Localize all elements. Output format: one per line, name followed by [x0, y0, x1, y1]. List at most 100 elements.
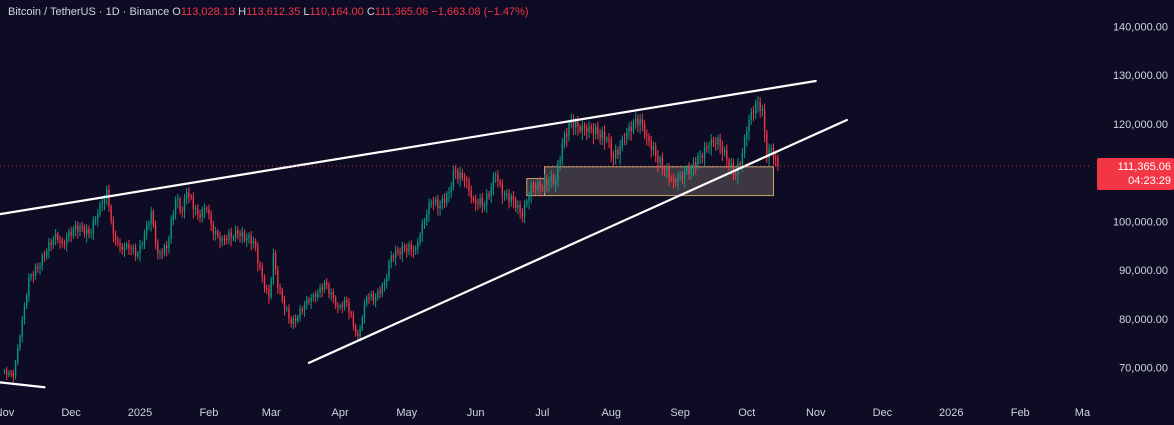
candle-body [501, 184, 504, 195]
candle-body [757, 101, 759, 103]
candle [406, 243, 408, 258]
time-tick-label: Dec [61, 407, 81, 419]
candle-body [334, 297, 337, 307]
candle [583, 121, 586, 136]
price-tick-label: 80,000.00 [1119, 314, 1168, 326]
candle [648, 133, 650, 147]
candle-body [715, 142, 717, 145]
candle-body [641, 119, 644, 124]
candle [85, 224, 88, 243]
candle [450, 182, 452, 199]
candle [221, 235, 223, 247]
candle [579, 124, 581, 134]
candle-body [759, 101, 761, 112]
candle-body [728, 160, 730, 167]
candle [270, 276, 272, 300]
candle-body [530, 184, 532, 197]
candle [683, 166, 686, 188]
last-price-value: 111,365.06 [1117, 161, 1171, 173]
candle [328, 282, 330, 299]
candle [330, 288, 332, 301]
candle [21, 315, 23, 343]
candle [474, 194, 477, 212]
close-value: 111,365.06 [374, 6, 429, 18]
candle-body [414, 248, 417, 251]
time-axis[interactable]: Nov Dec 2025 Feb Mar Apr May Jun Jul Aug Sep Oct Nov… [0, 407, 1091, 419]
candle [110, 204, 112, 225]
candle [32, 270, 35, 284]
candle [539, 176, 541, 197]
price-axis[interactable]: 70,000.0080,000.0090,000.00100,000.00110… [1113, 21, 1168, 374]
candle-body [594, 126, 597, 134]
candle-body [70, 231, 72, 236]
candle-body [677, 177, 679, 183]
candle [83, 224, 86, 238]
candle-body [730, 163, 732, 167]
candle [108, 184, 110, 212]
candle [139, 239, 141, 262]
candle [561, 138, 564, 166]
candle-body [432, 201, 435, 203]
candle [277, 265, 279, 294]
candle [361, 315, 363, 332]
symbol-title[interactable]: Bitcoin / TetherUS · 1D · Binance [8, 6, 170, 18]
candle [268, 284, 270, 304]
candle [197, 204, 199, 221]
candle-body [621, 138, 624, 146]
candle [414, 245, 417, 256]
candle-body [601, 130, 604, 138]
candle [594, 123, 597, 140]
candle-body [45, 250, 48, 257]
candle-body [370, 293, 372, 298]
candle [699, 150, 701, 165]
candle-body [243, 231, 246, 241]
candle-body [470, 190, 472, 198]
candle-body [468, 180, 470, 191]
candle-body [426, 213, 428, 222]
candle [137, 251, 139, 259]
candle [354, 323, 357, 337]
candle [34, 263, 37, 280]
candle [608, 132, 610, 148]
candle-body [692, 162, 695, 168]
candle-body [90, 232, 92, 234]
candle [614, 144, 617, 165]
candle-body [610, 140, 612, 156]
candle [697, 152, 699, 171]
candle-body [732, 163, 735, 175]
candle [466, 175, 468, 189]
candle [157, 239, 159, 260]
candle [250, 231, 252, 251]
candle-body [281, 290, 283, 300]
candle [572, 114, 575, 135]
candle [510, 193, 512, 207]
candle-body [161, 252, 163, 254]
candle [695, 157, 697, 175]
candle [248, 232, 250, 244]
candle [748, 114, 750, 141]
candle-body [657, 155, 659, 163]
candle [512, 190, 515, 209]
candle-body [561, 143, 564, 161]
candle-body [379, 290, 381, 294]
candle-body [588, 126, 590, 133]
candle [114, 230, 117, 246]
candle-body [443, 198, 446, 203]
time-tick-label: Dec [873, 407, 893, 419]
candle [603, 125, 606, 150]
candle [183, 193, 186, 219]
candle-body [274, 253, 277, 270]
candle [643, 120, 646, 140]
candle [623, 133, 626, 146]
candle-body [695, 162, 697, 167]
candle-body [703, 146, 706, 159]
candle [266, 284, 268, 295]
candle-body [32, 274, 35, 277]
candle [523, 199, 526, 224]
candle [5, 366, 8, 380]
candle [599, 128, 601, 145]
candle [421, 219, 423, 243]
candle-body [148, 223, 150, 225]
